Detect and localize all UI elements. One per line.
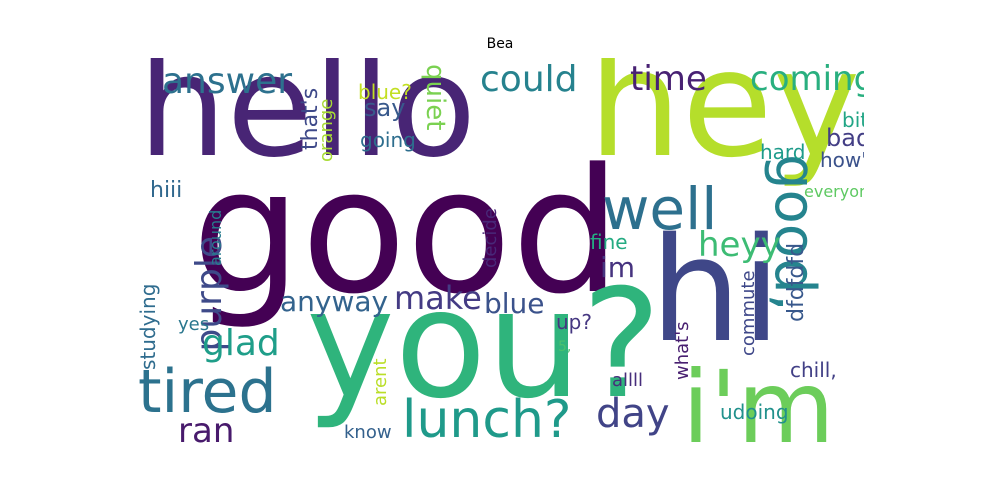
- word-hi: hi: [650, 206, 782, 374]
- word-answer: answer: [162, 61, 293, 102]
- word-coming: coming: [750, 59, 864, 99]
- word-well: well: [602, 175, 718, 243]
- word-could: could: [480, 59, 578, 100]
- word-bad: bad: [826, 124, 864, 152]
- word-blue-q: blue?: [358, 80, 412, 104]
- word-ran: ran: [178, 411, 235, 451]
- word-good: good: [192, 131, 621, 332]
- word-im-apostrophe: i'm: [682, 349, 835, 453]
- figure-title: Bea: [486, 36, 514, 52]
- word-around: around: [206, 209, 225, 266]
- word-whats: what's: [672, 321, 693, 380]
- word-5: 5,: [558, 339, 572, 355]
- word-heyy: heyy: [698, 225, 781, 265]
- word-hey: hey: [588, 58, 861, 190]
- word-udoing: udoing: [720, 400, 789, 424]
- word-tired: tired: [138, 357, 277, 427]
- word-cloud: hello hey good you? hi i'm good, well ti…: [136, 58, 864, 452]
- word-bit: bit: [842, 108, 864, 132]
- word-im: im: [600, 251, 636, 284]
- word-yes: yes: [178, 314, 210, 335]
- word-time: time: [630, 59, 707, 99]
- word-decide: decide: [480, 208, 501, 268]
- word-allll: allll: [612, 370, 644, 391]
- word-everyone: everyone: [804, 182, 864, 201]
- word-going: going: [360, 128, 416, 152]
- word-hiii: hiii: [150, 178, 183, 203]
- word-studying: studying: [136, 283, 160, 370]
- word-hello: hello: [138, 58, 477, 189]
- word-day: day: [596, 391, 670, 437]
- word-glad: glad: [202, 323, 280, 364]
- word-up: up?: [556, 310, 592, 334]
- word-dfdfdfd: dfdfdfd: [784, 242, 809, 322]
- word-orange: orange: [316, 98, 337, 162]
- word-commute: commute: [738, 270, 759, 356]
- word-make: make: [394, 279, 482, 317]
- word-hows: how's: [820, 148, 864, 172]
- word-chill: chill,: [790, 358, 837, 382]
- word-lunch: lunch?: [402, 390, 572, 450]
- word-say: say: [364, 94, 406, 122]
- word-know: know: [344, 422, 392, 443]
- word-you: you?: [306, 258, 662, 432]
- word-arent: arent: [370, 358, 391, 406]
- word-fine: fine: [590, 230, 628, 254]
- word-blue: blue: [484, 287, 545, 320]
- word-quiet: quiet: [420, 64, 450, 131]
- word-anyway: anyway: [280, 285, 389, 318]
- word-hard: hard: [760, 140, 806, 164]
